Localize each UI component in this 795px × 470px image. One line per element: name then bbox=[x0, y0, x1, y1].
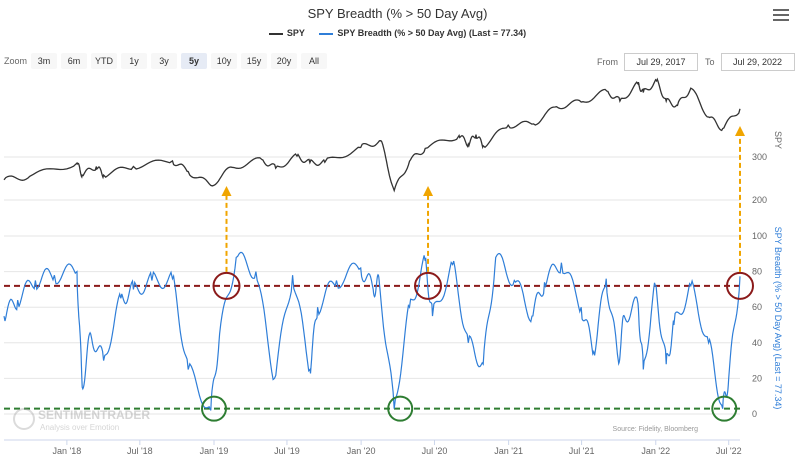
range-to-input[interactable]: Jul 29, 2022 bbox=[720, 53, 795, 71]
up-arrow-head bbox=[735, 126, 745, 136]
highlight-circle-top bbox=[726, 271, 754, 300]
y-tick-label-bottom: 80 bbox=[752, 267, 762, 277]
zoom-bar: Zoom 3m 6m YTD 1y 3y 5y 10y 15y 20y All bbox=[4, 53, 331, 69]
highlight-circle-bottom bbox=[387, 395, 414, 422]
range-from: From Jul 29, 2017 bbox=[597, 53, 698, 71]
zoom-3m-button[interactable]: 3m bbox=[31, 53, 58, 69]
legend-label: SPY bbox=[286, 28, 305, 38]
series-line-breadth bbox=[3, 251, 741, 411]
x-tick-label: Jan '19 bbox=[200, 446, 229, 456]
range-to-label: To bbox=[705, 57, 715, 67]
zoom-20y-button[interactable]: 20y bbox=[271, 53, 298, 69]
watermark-logo-icon bbox=[13, 408, 35, 430]
up-arrow-head bbox=[221, 186, 232, 196]
legend-label: SPY Breadth (% > 50 Day Avg) (Last = 77.… bbox=[337, 28, 527, 38]
range-from-input[interactable]: Jul 29, 2017 bbox=[624, 53, 698, 71]
y-tick-label-bottom: 40 bbox=[752, 338, 762, 348]
series-line-spy bbox=[3, 77, 741, 193]
y-tick-label-bottom: 20 bbox=[752, 373, 762, 383]
watermark-tagline: Analysis over Emotion bbox=[40, 423, 119, 432]
up-arrow-head bbox=[423, 186, 434, 196]
y-tick-label-bottom: 60 bbox=[752, 302, 762, 312]
chart-title: SPY Breadth (% > 50 Day Avg) bbox=[307, 6, 488, 21]
y-tick-label-bottom: 0 bbox=[752, 409, 757, 419]
zoom-15y-button[interactable]: 15y bbox=[241, 53, 268, 69]
highlight-circle-bottom bbox=[711, 395, 738, 422]
y-tick-label-top: 200 bbox=[752, 195, 767, 205]
zoom-ytd-button[interactable]: YTD bbox=[91, 53, 118, 69]
x-tick-label: Jan '20 bbox=[347, 446, 376, 456]
zoom-5y-button[interactable]: 5y bbox=[181, 53, 208, 69]
zoom-3y-button[interactable]: 3y bbox=[151, 53, 178, 69]
x-tick-label: Jan '22 bbox=[641, 446, 670, 456]
x-tick-label: Jul '22 bbox=[716, 446, 742, 456]
highlight-circle-top bbox=[212, 271, 241, 300]
x-tick-label: Jan '21 bbox=[494, 446, 523, 456]
highlight-circle-top bbox=[414, 271, 443, 300]
zoom-all-button[interactable]: All bbox=[301, 53, 328, 69]
menu-icon[interactable] bbox=[773, 9, 789, 23]
x-tick-label: Jul '20 bbox=[422, 446, 448, 456]
y-axis-title-bottom: SPY Breadth (% > 50 Day Avg) (Last = 77.… bbox=[773, 227, 783, 410]
legend-item-spy[interactable]: SPY bbox=[268, 28, 305, 38]
source-note: Source: Fidelity, Bloomberg bbox=[613, 426, 699, 433]
highlight-circle-bottom bbox=[200, 395, 227, 422]
legend-item-breadth[interactable]: SPY Breadth (% > 50 Day Avg) (Last = 77.… bbox=[319, 28, 526, 38]
zoom-6m-button[interactable]: 6m bbox=[61, 53, 88, 69]
x-tick-label: Jul '18 bbox=[127, 446, 153, 456]
x-tick-label: Jul '19 bbox=[274, 446, 300, 456]
range-from-label: From bbox=[597, 57, 618, 67]
x-tick-label: Jul '21 bbox=[569, 446, 595, 456]
zoom-1y-button[interactable]: 1y bbox=[121, 53, 148, 69]
y-tick-label-bottom: 100 bbox=[752, 231, 767, 241]
zoom-label: Zoom bbox=[4, 56, 28, 66]
y-tick-label-top: 300 bbox=[752, 152, 767, 162]
range-to: To Jul 29, 2022 bbox=[705, 53, 795, 71]
x-tick-label: Jan '18 bbox=[53, 446, 82, 456]
y-axis-title-top: SPY bbox=[773, 131, 783, 149]
zoom-10y-button[interactable]: 10y bbox=[211, 53, 238, 69]
legend: SPY SPY Breadth (% > 50 Day Avg) (Last =… bbox=[0, 28, 795, 38]
watermark-brand: SENTIMENTRADER bbox=[38, 408, 150, 422]
